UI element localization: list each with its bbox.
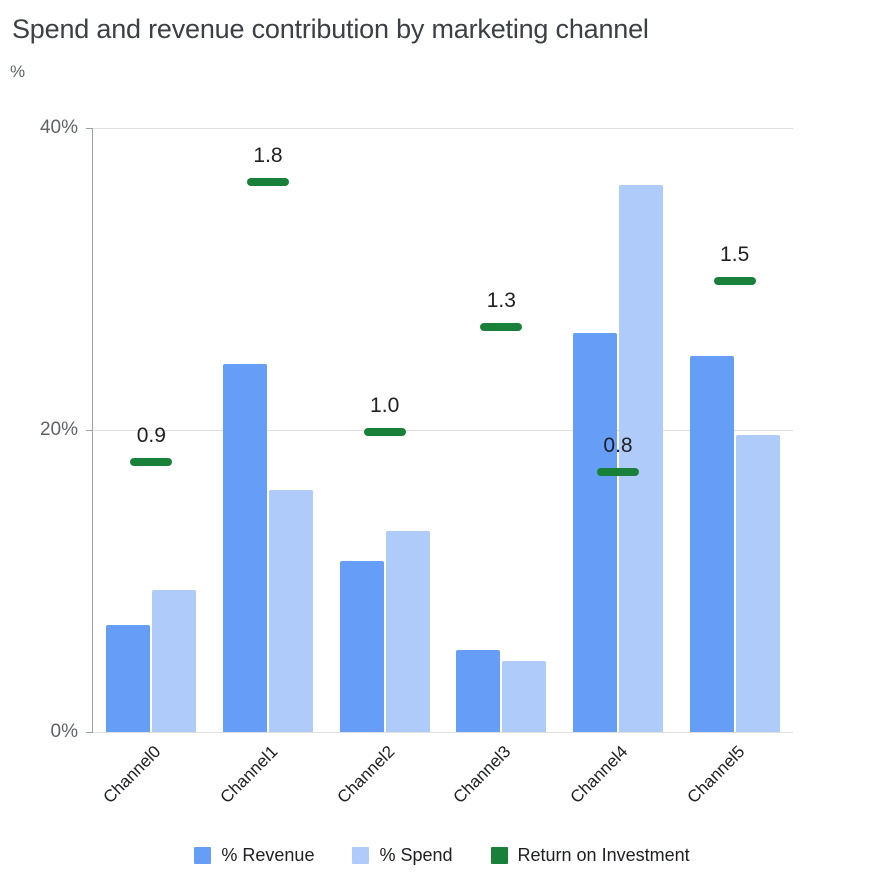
- bar-spend[interactable]: [385, 531, 430, 732]
- legend-label: % Revenue: [221, 845, 315, 865]
- y-axis-tick-mark: [86, 430, 93, 431]
- roi-marker[interactable]: [480, 323, 523, 332]
- roi-marker[interactable]: [130, 457, 173, 466]
- legend-item[interactable]: % Spend: [352, 845, 453, 866]
- bar-spend[interactable]: [502, 661, 547, 732]
- bar-revenue[interactable]: [339, 561, 384, 732]
- bar-spend[interactable]: [269, 490, 313, 732]
- bar-revenue[interactable]: [223, 363, 267, 732]
- y-axis-tick-label: 40%: [39, 117, 78, 138]
- roi-value-label: 1.5: [720, 242, 750, 266]
- bar-spend[interactable]: [735, 434, 780, 732]
- legend-swatch-icon: [490, 847, 508, 864]
- y-axis-tick-mark: [86, 128, 93, 129]
- gridline: [93, 128, 793, 129]
- chart-title: Spend and revenue contribution by market…: [12, 14, 649, 44]
- roi-value-label: 1.0: [370, 393, 400, 417]
- bar-revenue[interactable]: [106, 624, 151, 732]
- chart-legend: % Revenue % Spend Return on Investment: [0, 845, 884, 866]
- gridline: [93, 732, 793, 733]
- bar-revenue[interactable]: [689, 356, 734, 732]
- roi-marker[interactable]: [597, 468, 639, 477]
- gridline: [93, 430, 793, 431]
- legend-item[interactable]: % Revenue: [194, 845, 314, 866]
- bar-revenue[interactable]: [573, 333, 617, 732]
- y-axis-tick-mark: [86, 732, 93, 733]
- bar-spend[interactable]: [619, 185, 663, 732]
- roi-value-label: 1.3: [486, 289, 516, 313]
- legend-label: Return on Investment: [517, 845, 690, 865]
- roi-marker[interactable]: [713, 276, 756, 285]
- roi-value-label: 0.9: [136, 423, 166, 447]
- roi-marker[interactable]: [247, 178, 289, 187]
- bar-spend[interactable]: [152, 590, 197, 732]
- roi-value-label: 0.8: [603, 434, 633, 458]
- roi-value-label: 1.8: [253, 144, 283, 168]
- roi-marker[interactable]: [363, 427, 406, 436]
- legend-swatch-icon: [352, 847, 370, 864]
- legend-item[interactable]: Return on Investment: [490, 845, 690, 866]
- legend-swatch-icon: [194, 847, 212, 864]
- bar-revenue[interactable]: [456, 650, 501, 732]
- plot-area: 0.9 1.8 1.0 1.3 0.8 1.5: [93, 128, 793, 733]
- y-axis-unit-label: %: [10, 62, 26, 81]
- legend-label: % Spend: [379, 845, 453, 865]
- y-axis-tick-label: 20%: [39, 419, 78, 440]
- y-axis-tick-label: 0%: [50, 721, 78, 742]
